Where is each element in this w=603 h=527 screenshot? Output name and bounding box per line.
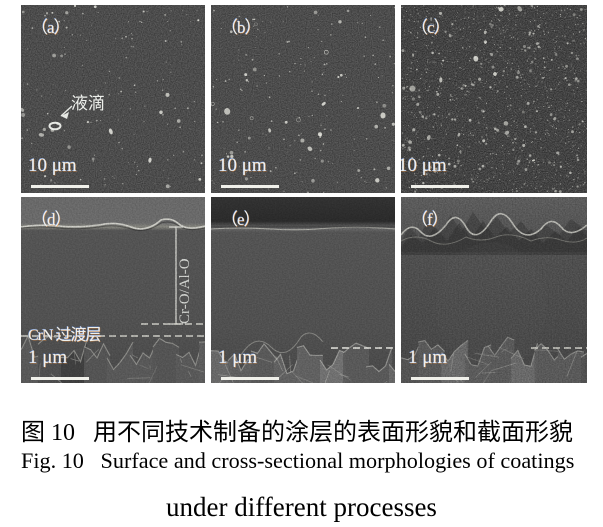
svg-text:液滴: 液滴 [71,94,105,113]
